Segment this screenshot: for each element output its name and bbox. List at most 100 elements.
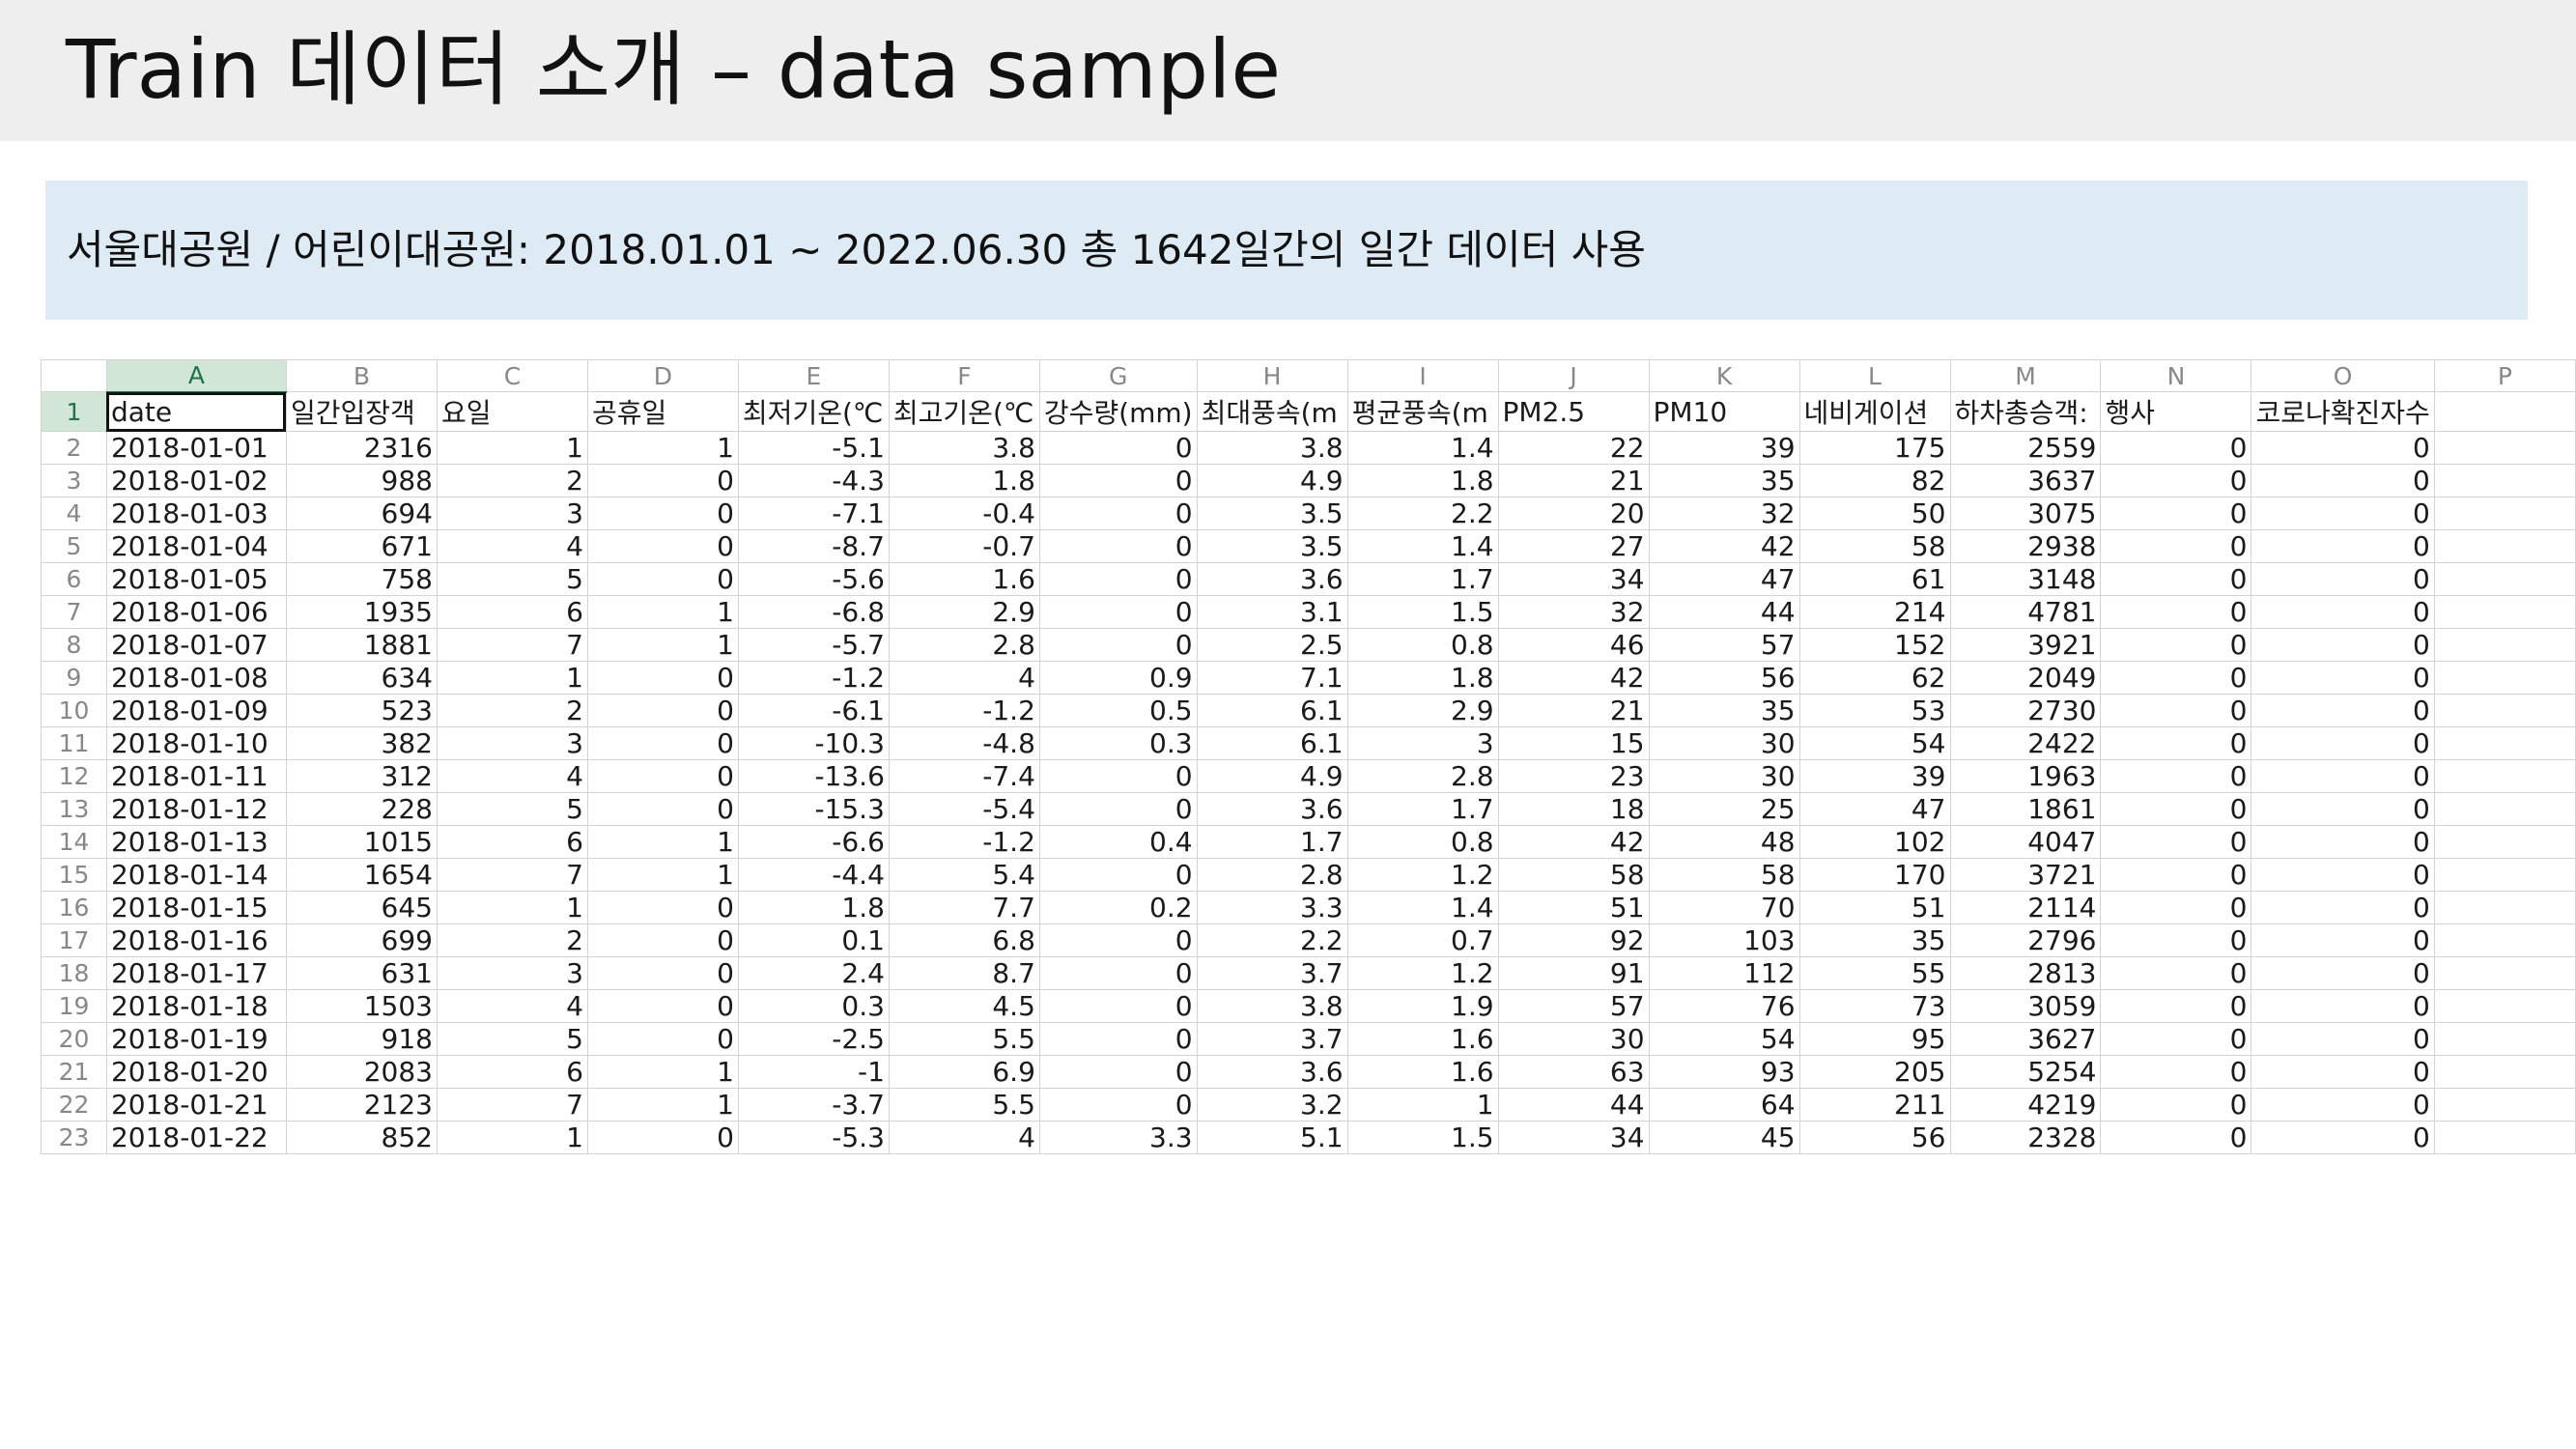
data-cell[interactable]: 0 [586, 529, 739, 563]
data-cell[interactable] [2433, 431, 2576, 465]
data-cell[interactable]: 1.6 [1346, 1022, 1499, 1056]
date-cell[interactable]: 2018-01-03 [105, 497, 287, 530]
data-cell[interactable]: 30 [1497, 1022, 1650, 1056]
data-cell[interactable]: 3.5 [1196, 529, 1348, 563]
data-cell[interactable]: 0.4 [1038, 825, 1198, 859]
data-cell[interactable]: 1 [1346, 1088, 1499, 1122]
data-cell[interactable]: 6.1 [1196, 694, 1348, 727]
data-cell[interactable]: -10.3 [737, 726, 890, 760]
data-cell[interactable]: 64 [1648, 1088, 1800, 1122]
data-cell[interactable]: 3.5 [1196, 497, 1348, 530]
data-cell[interactable]: 7 [436, 858, 588, 892]
data-cell[interactable]: 0 [2250, 529, 2435, 563]
data-cell[interactable]: 0 [2100, 464, 2252, 497]
data-cell[interactable]: 1.8 [737, 891, 890, 924]
data-cell[interactable]: 1 [586, 431, 739, 465]
data-cell[interactable] [2433, 1022, 2576, 1056]
data-cell[interactable] [2433, 759, 2576, 793]
data-cell[interactable]: 0 [2100, 628, 2252, 662]
data-cell[interactable]: 3637 [1949, 464, 2102, 497]
data-cell[interactable]: 50 [1798, 497, 1951, 530]
data-cell[interactable]: 0 [586, 891, 739, 924]
row-number[interactable]: 6 [41, 562, 107, 596]
data-cell[interactable]: 0 [586, 562, 739, 596]
data-cell[interactable]: 1503 [285, 989, 438, 1023]
data-cell[interactable]: 0 [2250, 956, 2435, 990]
data-cell[interactable]: 30 [1648, 726, 1800, 760]
row-number[interactable]: 5 [41, 529, 107, 563]
data-cell[interactable]: 1.5 [1346, 595, 1499, 629]
data-cell[interactable]: 70 [1648, 891, 1800, 924]
data-cell[interactable] [2433, 858, 2576, 892]
date-cell[interactable]: 2018-01-17 [105, 956, 287, 990]
data-cell[interactable]: 1.7 [1346, 562, 1499, 596]
data-cell[interactable]: 2049 [1949, 661, 2102, 695]
data-cell[interactable]: 0 [2100, 1055, 2252, 1089]
data-cell[interactable]: -6.6 [737, 825, 890, 859]
row-number[interactable]: 22 [41, 1088, 107, 1122]
data-cell[interactable]: 0 [2100, 694, 2252, 727]
data-cell[interactable]: 2123 [285, 1088, 438, 1122]
row-number[interactable]: 2 [41, 431, 107, 465]
data-cell[interactable]: 42 [1497, 661, 1650, 695]
data-cell[interactable] [2433, 497, 2576, 530]
data-cell[interactable]: 3.8 [888, 431, 1040, 465]
data-cell[interactable]: 3059 [1949, 989, 2102, 1023]
data-cell[interactable]: 0 [2100, 661, 2252, 695]
data-cell[interactable]: 2938 [1949, 529, 2102, 563]
data-cell[interactable]: -5.4 [888, 792, 1040, 826]
data-cell[interactable]: 32 [1497, 595, 1650, 629]
data-cell[interactable]: 645 [285, 891, 438, 924]
data-cell[interactable]: 5.5 [888, 1022, 1040, 1056]
data-cell[interactable]: 4 [888, 661, 1040, 695]
date-cell[interactable]: 2018-01-15 [105, 891, 287, 924]
data-cell[interactable]: 631 [285, 956, 438, 990]
data-cell[interactable]: -7.1 [737, 497, 890, 530]
data-cell[interactable]: 1.2 [1346, 858, 1499, 892]
row-number[interactable]: 3 [41, 464, 107, 497]
data-cell[interactable]: 0 [1038, 1055, 1198, 1089]
data-cell[interactable]: 42 [1497, 825, 1650, 859]
data-cell[interactable]: 0 [586, 1121, 739, 1154]
data-cell[interactable]: 48 [1648, 825, 1800, 859]
data-cell[interactable]: 4.5 [888, 989, 1040, 1023]
data-cell[interactable]: 1 [436, 431, 588, 465]
date-cell[interactable]: 2018-01-22 [105, 1121, 287, 1154]
data-cell[interactable]: -4.8 [888, 726, 1040, 760]
data-cell[interactable] [2433, 1055, 2576, 1089]
data-cell[interactable]: 0.7 [1346, 923, 1499, 957]
column-header-n[interactable]: N [2100, 359, 2252, 392]
data-cell[interactable]: 175 [1798, 431, 1951, 465]
header-cell[interactable]: 최고기온(℃ [888, 391, 1040, 432]
data-cell[interactable]: 5 [436, 562, 588, 596]
date-cell[interactable]: 2018-01-19 [105, 1022, 287, 1056]
data-cell[interactable]: 671 [285, 529, 438, 563]
data-cell[interactable]: 1 [586, 1055, 739, 1089]
row-number[interactable]: 19 [41, 989, 107, 1023]
data-cell[interactable]: 0 [2250, 628, 2435, 662]
data-cell[interactable]: 2.5 [1196, 628, 1348, 662]
data-cell[interactable]: 3.7 [1196, 1022, 1348, 1056]
data-cell[interactable]: 0 [2100, 759, 2252, 793]
data-cell[interactable] [2433, 891, 2576, 924]
data-cell[interactable]: 2559 [1949, 431, 2102, 465]
data-cell[interactable]: 3.2 [1196, 1088, 1348, 1122]
data-cell[interactable]: 54 [1648, 1022, 1800, 1056]
column-header-f[interactable]: F [888, 359, 1040, 392]
data-cell[interactable]: 0 [1038, 923, 1198, 957]
data-cell[interactable] [2433, 694, 2576, 727]
data-cell[interactable]: 58 [1497, 858, 1650, 892]
data-cell[interactable]: 0 [2250, 923, 2435, 957]
data-cell[interactable]: 2422 [1949, 726, 2102, 760]
data-cell[interactable]: 0 [2250, 891, 2435, 924]
data-cell[interactable]: -13.6 [737, 759, 890, 793]
data-cell[interactable]: 3.8 [1196, 989, 1348, 1023]
data-cell[interactable]: 2813 [1949, 956, 2102, 990]
data-cell[interactable]: 0 [1038, 956, 1198, 990]
data-cell[interactable]: 0 [1038, 1022, 1198, 1056]
data-cell[interactable]: 45 [1648, 1121, 1800, 1154]
data-cell[interactable]: 2.9 [888, 595, 1040, 629]
data-cell[interactable]: 2796 [1949, 923, 2102, 957]
data-cell[interactable]: 0 [2250, 464, 2435, 497]
data-cell[interactable]: -6.8 [737, 595, 890, 629]
